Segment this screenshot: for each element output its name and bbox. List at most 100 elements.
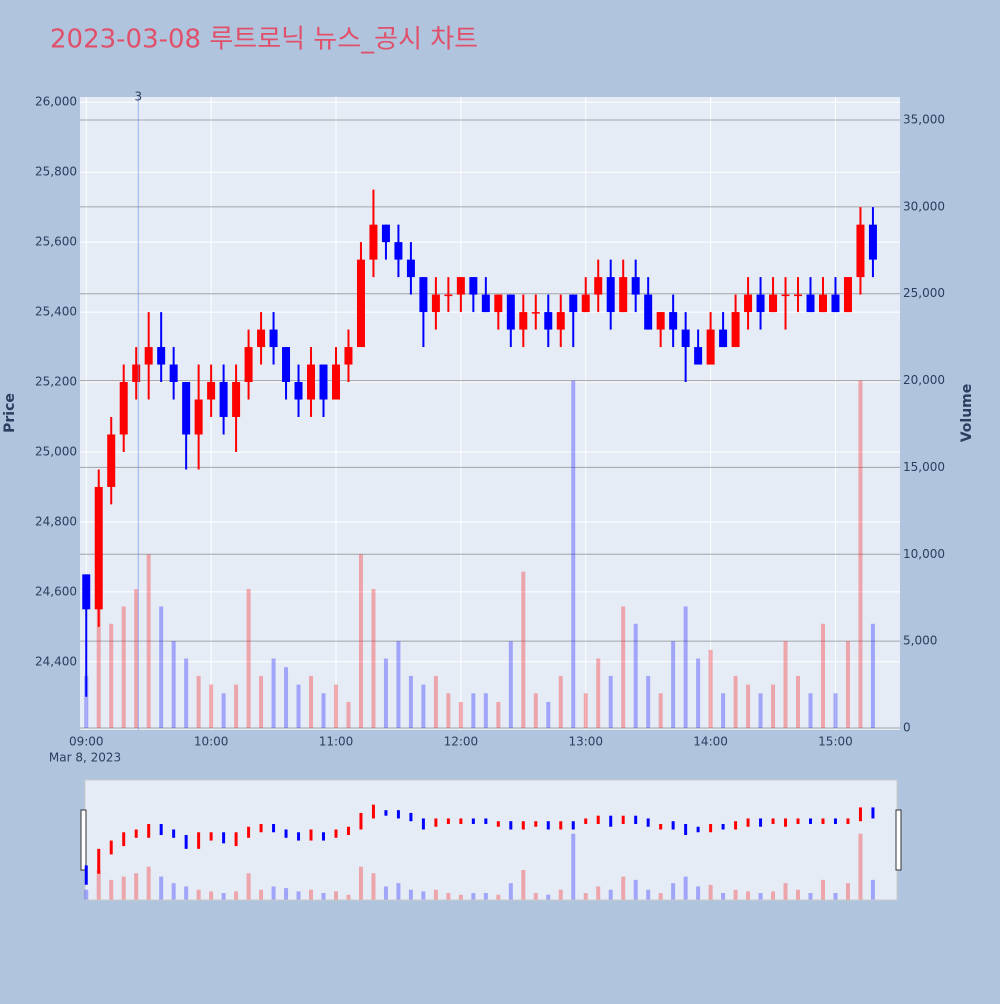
y-tick-label: 24,800: [35, 514, 77, 528]
slider-volume-bar: [646, 889, 651, 900]
slider-volume-bar: [596, 886, 601, 900]
slider-volume-bar: [683, 876, 688, 900]
volume-bar: [446, 693, 451, 729]
candle-body: [744, 294, 753, 313]
volume-bar: [546, 701, 551, 729]
slider-volume-bar: [96, 869, 101, 900]
candle-body: [481, 294, 490, 313]
candle-body: [419, 277, 428, 313]
volume-bar: [671, 641, 676, 729]
candle-body: [656, 312, 665, 330]
volume-bar: [171, 641, 176, 729]
slider-handle[interactable]: [80, 809, 87, 871]
candle-body: [694, 347, 703, 365]
slider-volume-bar: [783, 883, 788, 900]
volume-bar: [571, 380, 576, 729]
candle-body: [769, 294, 778, 313]
candle-body: [469, 277, 478, 295]
slider-volume-bar: [746, 891, 751, 900]
candle-body: [257, 329, 266, 348]
candle-body: [619, 277, 628, 313]
slider-volume-bar: [221, 893, 226, 900]
volume-bar: [746, 684, 751, 729]
slider-volume-bar: [671, 883, 676, 900]
slider-volume-bar: [159, 876, 164, 900]
x-tick-label: 14:00: [693, 735, 728, 749]
slider-volume-bar: [458, 894, 463, 900]
volume-bar: [421, 684, 426, 729]
chart-title: 2023-03-08 루트로닉 뉴스_공시 차트: [50, 25, 478, 55]
slider-volume-bar: [508, 883, 513, 900]
slider-volume-bar: [583, 893, 588, 900]
slider-volume-bar: [533, 893, 538, 900]
y-tick-label: 25,600: [35, 235, 77, 249]
slider-volume-bar: [633, 879, 638, 900]
volume-bar: [771, 684, 776, 729]
slider-volume-bar: [259, 889, 264, 900]
candle-body: [606, 277, 615, 313]
volume-bar: [471, 693, 476, 729]
candle-body: [307, 364, 316, 400]
slider-volume-bar: [171, 883, 176, 900]
y-tick-label: 24,400: [35, 654, 77, 668]
volume-bar: [333, 684, 338, 729]
y-tick-label: 25,800: [35, 165, 77, 179]
y2-tick-label: 15,000: [903, 460, 945, 474]
volume-bar: [521, 571, 526, 729]
candle-body: [681, 329, 690, 348]
slider-volume-bar: [184, 886, 189, 900]
volume-bar: [84, 675, 89, 729]
candle-body: [144, 347, 153, 365]
y2-tick-label: 35,000: [903, 113, 945, 127]
y2-tick-label: 5,000: [903, 634, 937, 648]
candle-body: [856, 224, 865, 278]
y-tick-label: 25,400: [35, 305, 77, 319]
slider-volume-bar: [571, 833, 576, 900]
slider-volume-bar: [833, 893, 838, 900]
candle-body: [344, 347, 353, 365]
slider-volume-bar: [296, 891, 301, 900]
slider-volume-bar: [708, 884, 713, 900]
slider-handle[interactable]: [895, 809, 902, 871]
candle-body: [581, 294, 590, 313]
range-slider[interactable]: [84, 779, 898, 901]
slider-volume-bar: [608, 889, 613, 900]
slider-volume-bar: [309, 889, 314, 900]
y2-tick-label: 20,000: [903, 373, 945, 387]
slider-volume-bar: [546, 894, 551, 900]
slider-volume-bar: [271, 886, 276, 900]
candle-body: [369, 224, 378, 260]
x-tick-label: 09:00: [69, 735, 104, 749]
slider-volume-bar: [496, 894, 501, 900]
volume-bar: [259, 675, 264, 729]
volume-bar: [146, 554, 151, 729]
candle-body: [431, 294, 440, 313]
candle-body: [207, 382, 216, 400]
slider-volume-bar: [820, 879, 825, 900]
y2-tick-label: 10,000: [903, 547, 945, 561]
slider-volume-bar: [521, 869, 526, 900]
slider-volume-bar: [658, 893, 663, 900]
candle-body: [594, 277, 603, 295]
y-tick-label: 25,200: [35, 375, 77, 389]
slider-volume-bar: [321, 893, 326, 900]
annotation-text: 3: [134, 90, 142, 104]
candle-body: [107, 434, 116, 487]
candle-body: [381, 224, 390, 243]
volume-bar: [383, 658, 388, 729]
candle-body: [219, 382, 228, 417]
volume-bar: [346, 701, 351, 729]
y-tick-label: 24,600: [35, 584, 77, 598]
slider-volume-bar: [121, 876, 126, 900]
volume-bar: [234, 684, 239, 729]
slider-volume-bar: [396, 883, 401, 900]
volume-bar: [608, 675, 613, 729]
slider-volume-bar: [84, 889, 89, 900]
volume-bar: [483, 693, 488, 729]
candle-body: [269, 329, 278, 348]
candle-body: [544, 312, 553, 330]
candle-body: [244, 347, 253, 383]
volume-bar: [159, 606, 164, 729]
slider-volume-bar: [234, 891, 239, 900]
